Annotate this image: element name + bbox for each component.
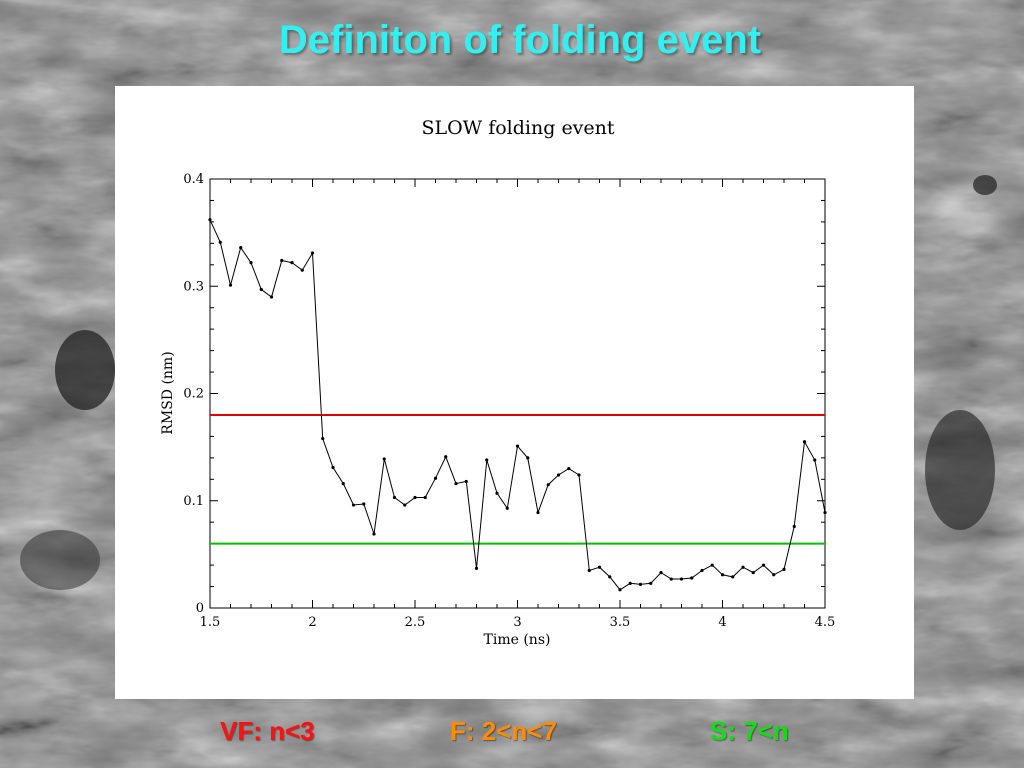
rmsd-data-point (485, 458, 489, 462)
rmsd-data-point (608, 575, 612, 579)
rmsd-data-point (423, 495, 427, 500)
rmsd-data-point (280, 258, 284, 263)
y-tick-label: 0.3 (183, 279, 204, 294)
x-tick-label: 2.5 (405, 615, 426, 630)
rmsd-series-line (209, 219, 826, 591)
rmsd-data-point (813, 458, 817, 462)
rmsd-data-point (259, 287, 263, 292)
x-tick-label: 1.5 (200, 615, 221, 630)
rmsd-data-point (772, 573, 776, 577)
rmsd-data-point (587, 568, 591, 573)
legend-vf: VF: n<3 (220, 716, 315, 746)
x-tick-label: 4.5 (815, 615, 836, 630)
rmsd-data-point (495, 491, 499, 495)
rmsd-data-point (731, 575, 735, 579)
rmsd-data-point (638, 582, 643, 587)
rmsd-data-point (628, 581, 632, 585)
rmsd-data-point (526, 456, 530, 460)
rmsd-data-point (536, 510, 540, 515)
rmsd-data-point (597, 565, 602, 569)
rmsd-data-point (649, 581, 653, 585)
rmsd-data-point (444, 455, 448, 459)
rmsd-chart: SLOW folding event 1.5 2 2.5 3 3.5 4 4.5 0 0.1 0.… (160, 117, 836, 648)
y-tick-label: 0.1 (183, 494, 204, 509)
rmsd-data-point (802, 440, 807, 444)
rmsd-data-point (341, 481, 345, 486)
rmsd-data-point (321, 436, 325, 441)
rmsd-data-point (249, 261, 253, 265)
rmsd-data-point (218, 240, 222, 244)
rmsd-data-point (331, 465, 335, 470)
y-tick-label: 0 (196, 601, 204, 616)
rmsd-data-point (669, 577, 673, 581)
x-tick-label: 2 (308, 615, 316, 630)
rmsd-data-point (228, 283, 233, 287)
rmsd-data-point (505, 506, 509, 510)
rmsd-data-point (761, 563, 766, 567)
rmsd-data-point (823, 510, 827, 515)
y-tick-label: 0.4 (183, 172, 204, 187)
rmsd-data-point (310, 251, 315, 255)
rmsd-data-point (546, 483, 550, 487)
legend-s: S: 7<n (710, 716, 789, 746)
rmsd-data-point (351, 503, 356, 507)
rmsd-data-point (403, 503, 407, 507)
x-axis-label: Time (ns) (484, 632, 551, 648)
y-tick-label: 0.2 (183, 387, 204, 402)
chart-title: SLOW folding event (421, 117, 614, 139)
rmsd-data-point (464, 479, 468, 484)
y-axis-label: RMSD (nm) (160, 351, 176, 434)
rmsd-data-point (474, 566, 479, 570)
rmsd-data-point (577, 473, 581, 477)
rmsd-data-point (413, 495, 417, 500)
rmsd-data-point (741, 565, 745, 569)
rmsd-data-point (679, 577, 684, 581)
rmsd-data-point (239, 246, 243, 250)
rmsd-data-point (382, 457, 386, 461)
rmsd-data-point (300, 268, 304, 272)
rmsd-data-point (720, 573, 725, 577)
rmsd-data-point (618, 588, 622, 592)
rmsd-data-point (751, 571, 755, 575)
rmsd-data-point (269, 295, 274, 299)
x-tick-label: 4 (718, 615, 726, 630)
rmsd-data-point (290, 261, 294, 265)
x-tick-label: 3.5 (610, 615, 631, 630)
rmsd-data-point (392, 495, 397, 500)
rmsd-data-point (792, 524, 796, 529)
rmsd-data-point (782, 567, 786, 571)
rmsd-data-point (433, 476, 438, 480)
rmsd-data-point (659, 571, 663, 575)
rmsd-data-point (515, 444, 520, 448)
rmsd-data-point (690, 576, 694, 580)
rmsd-data-point (556, 473, 561, 477)
legend-f: F: 2<n<7 (450, 716, 557, 746)
rmsd-data-point (454, 481, 458, 486)
x-tick-label: 3 (513, 615, 521, 630)
slide-title: Definiton of folding event (278, 18, 762, 62)
rmsd-data-point (710, 563, 714, 567)
rmsd-data-point (567, 466, 571, 471)
rmsd-data-point (362, 502, 366, 506)
rmsd-data-point (208, 218, 212, 222)
rmsd-data-point (372, 532, 376, 536)
chart-panel: SLOW folding event 1.5 2 2.5 3 3.5 4 4.5 0 0.1 0.… (115, 86, 914, 699)
rmsd-data-point (700, 568, 704, 573)
